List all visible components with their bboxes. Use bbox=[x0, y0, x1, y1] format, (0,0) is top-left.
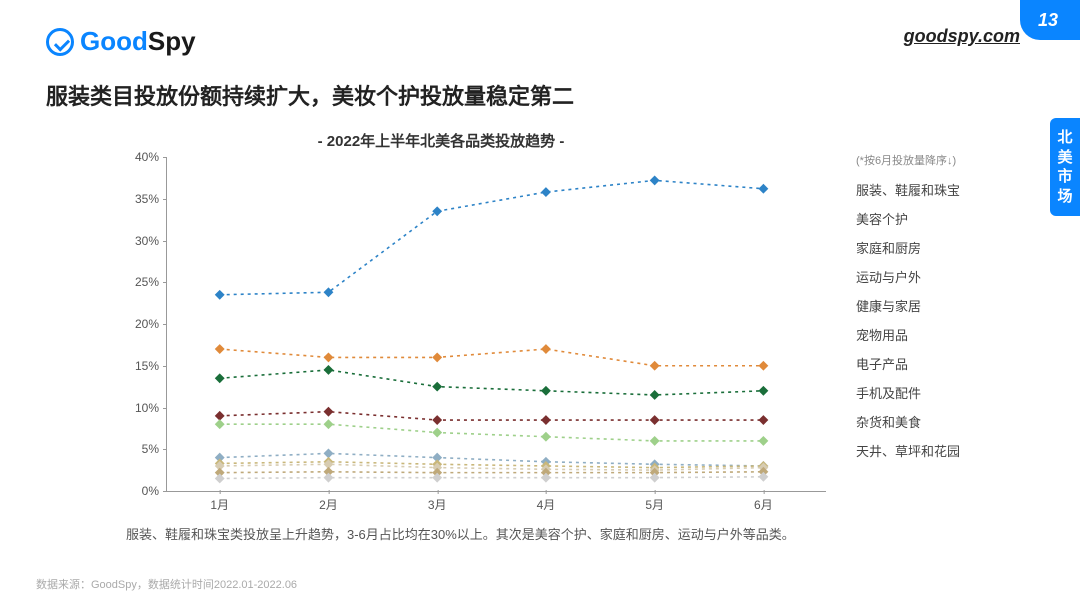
series-marker bbox=[215, 373, 225, 383]
logo-word-2: Spy bbox=[148, 26, 196, 56]
legend-item: 电子产品 bbox=[856, 354, 960, 373]
series-line bbox=[220, 370, 764, 395]
series-marker bbox=[432, 428, 442, 438]
legend-item: 健康与家居 bbox=[856, 296, 960, 315]
page-title: 服装类目投放份额持续扩大，美妆个护投放量稳定第二 bbox=[46, 79, 1080, 111]
y-tick: 5% bbox=[119, 442, 159, 456]
series-marker bbox=[324, 419, 334, 429]
y-tick: 0% bbox=[119, 484, 159, 498]
x-tick: 5月 bbox=[645, 496, 664, 513]
series-marker bbox=[758, 472, 768, 482]
series-marker bbox=[650, 175, 660, 185]
legend-note: (*按6月投放量降序↓) bbox=[856, 152, 960, 168]
series-marker bbox=[432, 382, 442, 392]
header: GoodSpy goodspy.com bbox=[0, 0, 1080, 57]
y-tick: 15% bbox=[119, 359, 159, 373]
legend-items: 服装、鞋履和珠宝美容个护家庭和厨房运动与户外健康与家居宠物用品电子产品手机及配件… bbox=[856, 180, 960, 460]
series-marker bbox=[650, 390, 660, 400]
series-marker bbox=[324, 473, 334, 483]
series-marker bbox=[541, 432, 551, 442]
series-marker bbox=[324, 365, 334, 375]
series-marker bbox=[432, 352, 442, 362]
y-tick: 35% bbox=[119, 192, 159, 206]
chart-plot: 0%5%10%15%20%25%30%35%40%1月2月3月4月5月6月 bbox=[166, 157, 826, 492]
series-marker bbox=[215, 290, 225, 300]
legend-item: 宠物用品 bbox=[856, 325, 960, 344]
side-tab: 北美市场 bbox=[1050, 118, 1080, 216]
series-marker bbox=[215, 344, 225, 354]
y-tick: 30% bbox=[119, 234, 159, 248]
y-tick: 20% bbox=[119, 317, 159, 331]
logo-mark-icon bbox=[46, 28, 74, 56]
series-marker bbox=[650, 473, 660, 483]
logo-text: GoodSpy bbox=[80, 26, 196, 57]
brand-logo: GoodSpy bbox=[46, 26, 196, 57]
series-marker bbox=[758, 361, 768, 371]
y-tick: 10% bbox=[119, 401, 159, 415]
series-line bbox=[220, 477, 764, 479]
x-tick: 2月 bbox=[319, 496, 338, 513]
series-marker bbox=[432, 473, 442, 483]
site-url-link[interactable]: goodspy.com bbox=[904, 26, 1020, 47]
chart-svg bbox=[167, 157, 826, 491]
chart-area: - 2022年上半年北美各品类投放趋势 - 0%5%10%15%20%25%30… bbox=[46, 130, 836, 530]
page-number-badge: 13 bbox=[1020, 0, 1080, 40]
x-tick: 4月 bbox=[537, 496, 556, 513]
series-marker bbox=[324, 407, 334, 417]
series-marker bbox=[650, 436, 660, 446]
series-marker bbox=[758, 436, 768, 446]
series-marker bbox=[758, 415, 768, 425]
series-marker bbox=[541, 386, 551, 396]
legend-item: 天井、草坪和花园 bbox=[856, 441, 960, 460]
series-marker bbox=[650, 361, 660, 371]
logo-word-1: Good bbox=[80, 26, 148, 56]
series-marker bbox=[215, 419, 225, 429]
legend-item: 家庭和厨房 bbox=[856, 238, 960, 257]
series-marker bbox=[215, 474, 225, 484]
legend-item: 杂货和美食 bbox=[856, 412, 960, 431]
series-marker bbox=[541, 415, 551, 425]
legend-item: 美容个护 bbox=[856, 209, 960, 228]
series-line bbox=[220, 180, 764, 294]
x-tick: 1月 bbox=[210, 496, 229, 513]
series-line bbox=[220, 349, 764, 366]
legend-item: 服装、鞋履和珠宝 bbox=[856, 180, 960, 199]
series-marker bbox=[758, 184, 768, 194]
y-tick: 40% bbox=[119, 150, 159, 164]
series-marker bbox=[324, 352, 334, 362]
x-tick: 3月 bbox=[428, 496, 447, 513]
series-marker bbox=[541, 344, 551, 354]
series-line bbox=[220, 472, 764, 473]
chart-title: - 2022年上半年北美各品类投放趋势 - bbox=[46, 130, 836, 151]
legend: (*按6月投放量降序↓) 服装、鞋履和珠宝美容个护家庭和厨房运动与户外健康与家居… bbox=[856, 152, 960, 470]
series-marker bbox=[650, 415, 660, 425]
series-marker bbox=[758, 386, 768, 396]
series-line bbox=[220, 453, 764, 466]
series-marker bbox=[432, 415, 442, 425]
legend-item: 手机及配件 bbox=[856, 383, 960, 402]
series-line bbox=[220, 424, 764, 441]
x-tick: 6月 bbox=[754, 496, 773, 513]
y-tick: 25% bbox=[119, 275, 159, 289]
series-marker bbox=[541, 473, 551, 483]
series-line bbox=[220, 412, 764, 420]
series-marker bbox=[541, 187, 551, 197]
footer-source: 数据来源：GoodSpy，数据统计时间2022.01-2022.06 bbox=[36, 576, 297, 592]
chart-caption: 服装、鞋履和珠宝类投放呈上升趋势，3-6月占比均在30%以上。其次是美容个护、家… bbox=[126, 524, 795, 543]
legend-item: 运动与户外 bbox=[856, 267, 960, 286]
